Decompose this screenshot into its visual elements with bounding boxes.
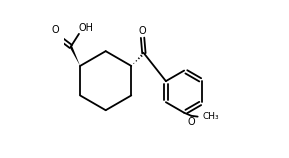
Text: O: O [139,26,147,36]
Polygon shape [70,46,80,66]
Text: O: O [52,25,60,35]
Text: O: O [188,117,195,127]
Text: CH₃: CH₃ [202,112,219,121]
Text: OH: OH [79,23,94,33]
